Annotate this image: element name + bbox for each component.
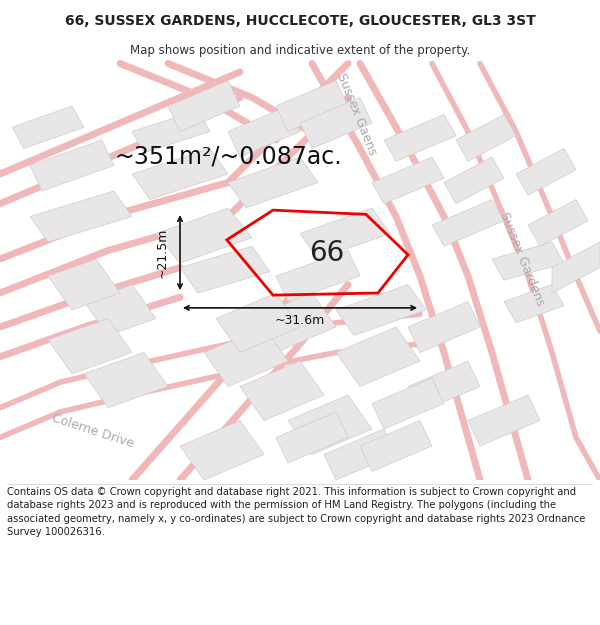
Text: 66, SUSSEX GARDENS, HUCCLECOTE, GLOUCESTER, GL3 3ST: 66, SUSSEX GARDENS, HUCCLECOTE, GLOUCEST… <box>65 14 535 28</box>
Polygon shape <box>12 106 84 149</box>
Polygon shape <box>552 242 600 293</box>
Polygon shape <box>48 319 132 374</box>
Text: ~31.6m: ~31.6m <box>275 314 325 327</box>
Text: Sussex Gaens: Sussex Gaens <box>335 71 379 158</box>
Polygon shape <box>384 114 456 161</box>
Polygon shape <box>324 429 396 480</box>
Polygon shape <box>252 293 336 352</box>
Polygon shape <box>504 284 564 322</box>
Text: ~351m²/~0.087ac.: ~351m²/~0.087ac. <box>114 145 342 169</box>
Polygon shape <box>84 352 168 408</box>
Polygon shape <box>516 149 576 195</box>
Polygon shape <box>336 284 426 336</box>
Polygon shape <box>228 157 318 208</box>
Polygon shape <box>276 251 360 301</box>
Polygon shape <box>408 301 480 352</box>
Polygon shape <box>168 81 240 131</box>
Polygon shape <box>300 208 390 259</box>
Polygon shape <box>156 208 252 263</box>
Polygon shape <box>132 110 210 152</box>
Polygon shape <box>408 361 480 412</box>
Polygon shape <box>492 242 564 280</box>
Polygon shape <box>336 327 420 386</box>
Text: 66: 66 <box>310 239 344 267</box>
Polygon shape <box>372 378 444 429</box>
Polygon shape <box>372 157 444 204</box>
Polygon shape <box>468 395 540 446</box>
Polygon shape <box>300 98 372 149</box>
Text: Map shows position and indicative extent of the property.: Map shows position and indicative extent… <box>130 44 470 57</box>
Polygon shape <box>48 259 120 310</box>
Text: Sussex Gardens: Sussex Gardens <box>497 210 547 308</box>
Polygon shape <box>276 81 348 131</box>
Polygon shape <box>132 149 228 199</box>
Polygon shape <box>288 395 372 454</box>
Polygon shape <box>204 327 288 386</box>
Polygon shape <box>240 361 324 421</box>
Polygon shape <box>180 246 270 293</box>
Polygon shape <box>432 199 504 246</box>
Text: ~21.5m: ~21.5m <box>155 228 169 278</box>
Polygon shape <box>228 106 300 157</box>
Polygon shape <box>30 140 114 191</box>
Polygon shape <box>30 191 132 242</box>
Text: Colerne Drive: Colerne Drive <box>50 412 136 451</box>
Polygon shape <box>180 421 264 480</box>
Text: Contains OS data © Crown copyright and database right 2021. This information is : Contains OS data © Crown copyright and d… <box>7 488 586 537</box>
Polygon shape <box>84 284 156 336</box>
Polygon shape <box>360 421 432 471</box>
Polygon shape <box>276 412 348 463</box>
Polygon shape <box>456 114 516 161</box>
Polygon shape <box>444 157 504 204</box>
Polygon shape <box>528 199 588 246</box>
Polygon shape <box>216 293 300 352</box>
